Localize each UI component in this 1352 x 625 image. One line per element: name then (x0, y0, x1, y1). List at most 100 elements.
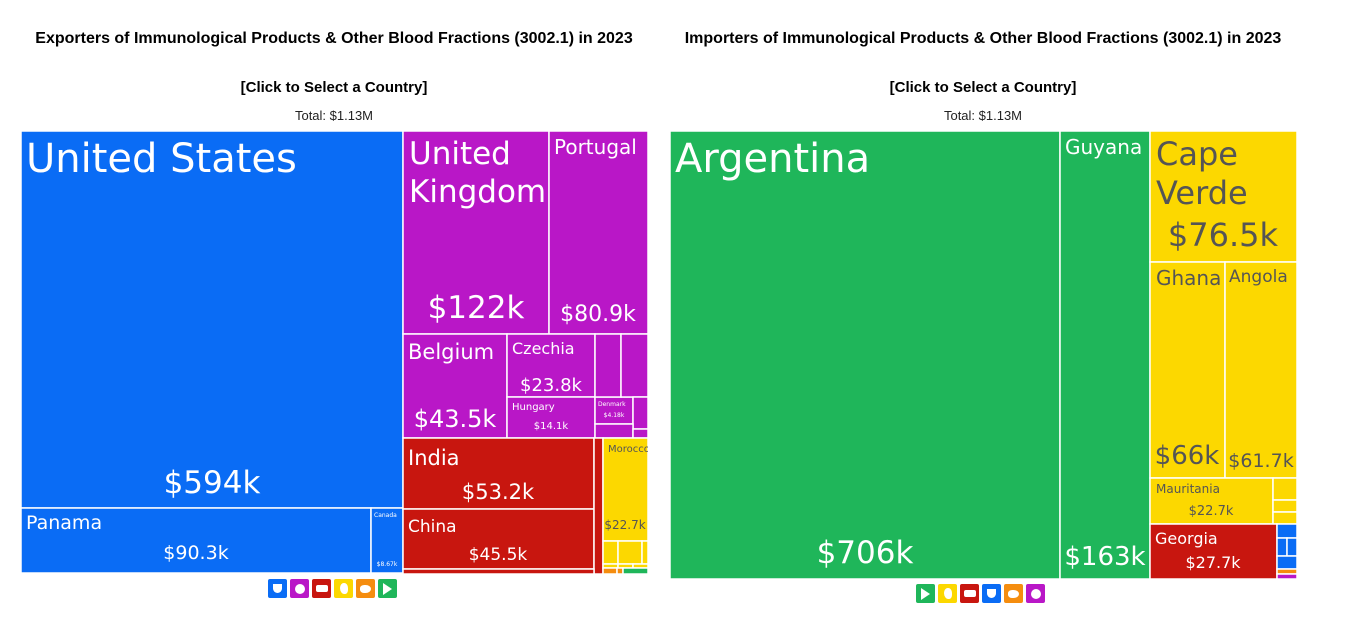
importers-treemap: Argentina $706k Guyana $163k Cape Verde $76.5k… (670, 131, 1297, 579)
exporters-tile-rect[interactable] (402, 568, 595, 574)
exporters-tile-rect[interactable] (616, 567, 624, 574)
europe-icon[interactable] (1026, 584, 1045, 603)
exporters-select-country-link[interactable]: [Click to Select a Country] (240, 79, 428, 96)
importers-tile-small[interactable] (1276, 523, 1297, 539)
exporters-tile-denmark[interactable]: Denmark$4.18k (594, 396, 634, 425)
importers-tile-rect[interactable] (1276, 555, 1297, 570)
exporters-tile-rect[interactable] (594, 333, 622, 398)
north-america-icon[interactable] (268, 579, 287, 598)
importers-tile-rect[interactable] (1272, 511, 1297, 525)
importers-tile-georgia[interactable]: Georgia$27.7k (1149, 523, 1278, 579)
importers-tile-rect[interactable] (1276, 573, 1297, 579)
asia-icon[interactable] (960, 584, 979, 603)
exporters-tile-rect[interactable] (632, 396, 648, 430)
exporters-tile-rect[interactable] (21, 131, 404, 509)
exporters-tile-small[interactable] (622, 567, 648, 574)
importers-tile-ghana[interactable]: Ghana$66k (1149, 261, 1226, 479)
exporters-tile-small[interactable] (602, 567, 618, 574)
oceania-icon[interactable] (1004, 584, 1023, 603)
importers-tile-rect[interactable] (1286, 537, 1297, 557)
exporters-tile-rect[interactable] (506, 333, 596, 398)
exporters-tile-rect[interactable] (632, 428, 648, 439)
exporters-tile-rect[interactable] (370, 507, 404, 574)
exporters-tile-small[interactable] (620, 333, 648, 398)
exporters-tile-small[interactable] (594, 423, 634, 439)
importers-tile-rect[interactable] (1149, 131, 1297, 263)
exporters-tile-rect[interactable] (402, 508, 595, 570)
importers-tile-guyana[interactable]: Guyana$163k (1059, 131, 1151, 579)
exporters-tile-rect[interactable] (602, 540, 619, 565)
exporters-region-legend (268, 579, 397, 598)
exporters-tile-rect[interactable] (402, 131, 550, 335)
exporters-tile-india[interactable]: India$53.2k (402, 437, 595, 510)
exporters-tile-rect[interactable] (622, 567, 648, 574)
importers-tile-small[interactable] (1276, 555, 1297, 570)
importers-tile-angola[interactable]: Angola$61.7k (1224, 261, 1297, 479)
exporters-tile-small[interactable] (632, 428, 648, 439)
importers-tile-small[interactable] (1272, 511, 1297, 525)
exporters-tile-small[interactable] (402, 568, 595, 574)
exporters-tile-rect[interactable] (402, 333, 508, 439)
europe-icon[interactable] (290, 579, 309, 598)
exporters-tile-rect[interactable] (617, 540, 643, 565)
exporters-tile-morocco[interactable]: Morocco$22.7k (602, 437, 648, 542)
importers-tile-rect[interactable] (1149, 523, 1278, 579)
exporters-tile-hungary[interactable]: Hungary$14.1k (506, 396, 596, 439)
south-america-icon[interactable] (916, 584, 935, 603)
importers-tile-rect[interactable] (1149, 261, 1226, 479)
exporters-tile-rect[interactable] (402, 437, 595, 510)
oceania-icon[interactable] (356, 579, 375, 598)
exporters-tile-canada[interactable]: Canada$8.67k (370, 507, 404, 574)
importers-tile-rect[interactable] (1059, 131, 1151, 579)
exporters-panel: Exporters of Immunological Products & Ot… (10, 0, 658, 625)
exporters-tile-rect[interactable] (594, 396, 634, 425)
exporters-tile-rect[interactable] (641, 540, 648, 565)
exporters-tile-small[interactable] (594, 333, 622, 398)
exporters-tile-panama[interactable]: Panama$90.3k (21, 507, 372, 574)
importers-tile-rect[interactable] (1149, 477, 1274, 525)
importers-tile-mauritania[interactable]: Mauritania$22.7k (1149, 477, 1274, 525)
importers-tile-rect[interactable] (1224, 261, 1297, 479)
importers-tile-small[interactable] (1272, 499, 1297, 513)
asia-icon[interactable] (312, 579, 331, 598)
importers-region-legend (916, 584, 1045, 603)
importers-panel: Importers of Immunological Products & Ot… (659, 0, 1307, 625)
exporters-tile-portugal[interactable]: Portugal$80.9k (548, 131, 648, 335)
exporters-tile-rect[interactable] (602, 567, 618, 574)
exporters-tile-rect[interactable] (21, 507, 372, 574)
exporters-tile-china[interactable]: China$45.5k (402, 508, 595, 570)
exporters-tile-rect[interactable] (548, 131, 648, 335)
importers-tile-rect[interactable] (1272, 499, 1297, 513)
importers-tile-small[interactable] (1272, 477, 1297, 501)
importers-tile-rect[interactable] (1272, 477, 1297, 501)
importers-tile-rect[interactable] (1276, 523, 1297, 539)
north-america-icon[interactable] (982, 584, 1001, 603)
importers-tile-small[interactable] (1276, 537, 1288, 557)
exporters-tile-small[interactable] (602, 540, 619, 565)
exporters-tile-rect[interactable] (602, 437, 648, 542)
exporters-tile-rect[interactable] (593, 437, 604, 574)
importers-tile-rect[interactable] (1276, 537, 1288, 557)
exporters-tile-small[interactable] (616, 567, 624, 574)
exporters-tile-rect[interactable] (620, 333, 648, 398)
importers-tile-argentina[interactable]: Argentina$706k (670, 131, 1061, 579)
exporters-tile-small[interactable] (617, 540, 643, 565)
importers-tile-rect[interactable] (670, 131, 1061, 579)
exporters-tile-small[interactable] (593, 437, 604, 574)
exporters-tile-small[interactable] (632, 396, 648, 430)
exporters-tile-united-states[interactable]: United States$594k (21, 131, 404, 509)
importers-tile-small[interactable] (1286, 537, 1297, 557)
exporters-tile-belgium[interactable]: Belgium$43.5k (402, 333, 508, 439)
importers-tile-small[interactable] (1276, 573, 1297, 579)
exporters-tile-rect[interactable] (506, 396, 596, 439)
exporters-tile-czechia[interactable]: Czechia$23.8k (506, 333, 596, 398)
exporters-title: Exporters of Immunological Products & Ot… (35, 30, 633, 47)
exporters-tile-small[interactable] (641, 540, 648, 565)
africa-icon[interactable] (334, 579, 353, 598)
exporters-tile-rect[interactable] (594, 423, 634, 439)
africa-icon[interactable] (938, 584, 957, 603)
south-america-icon[interactable] (378, 579, 397, 598)
importers-select-country-link[interactable]: [Click to Select a Country] (889, 79, 1077, 96)
